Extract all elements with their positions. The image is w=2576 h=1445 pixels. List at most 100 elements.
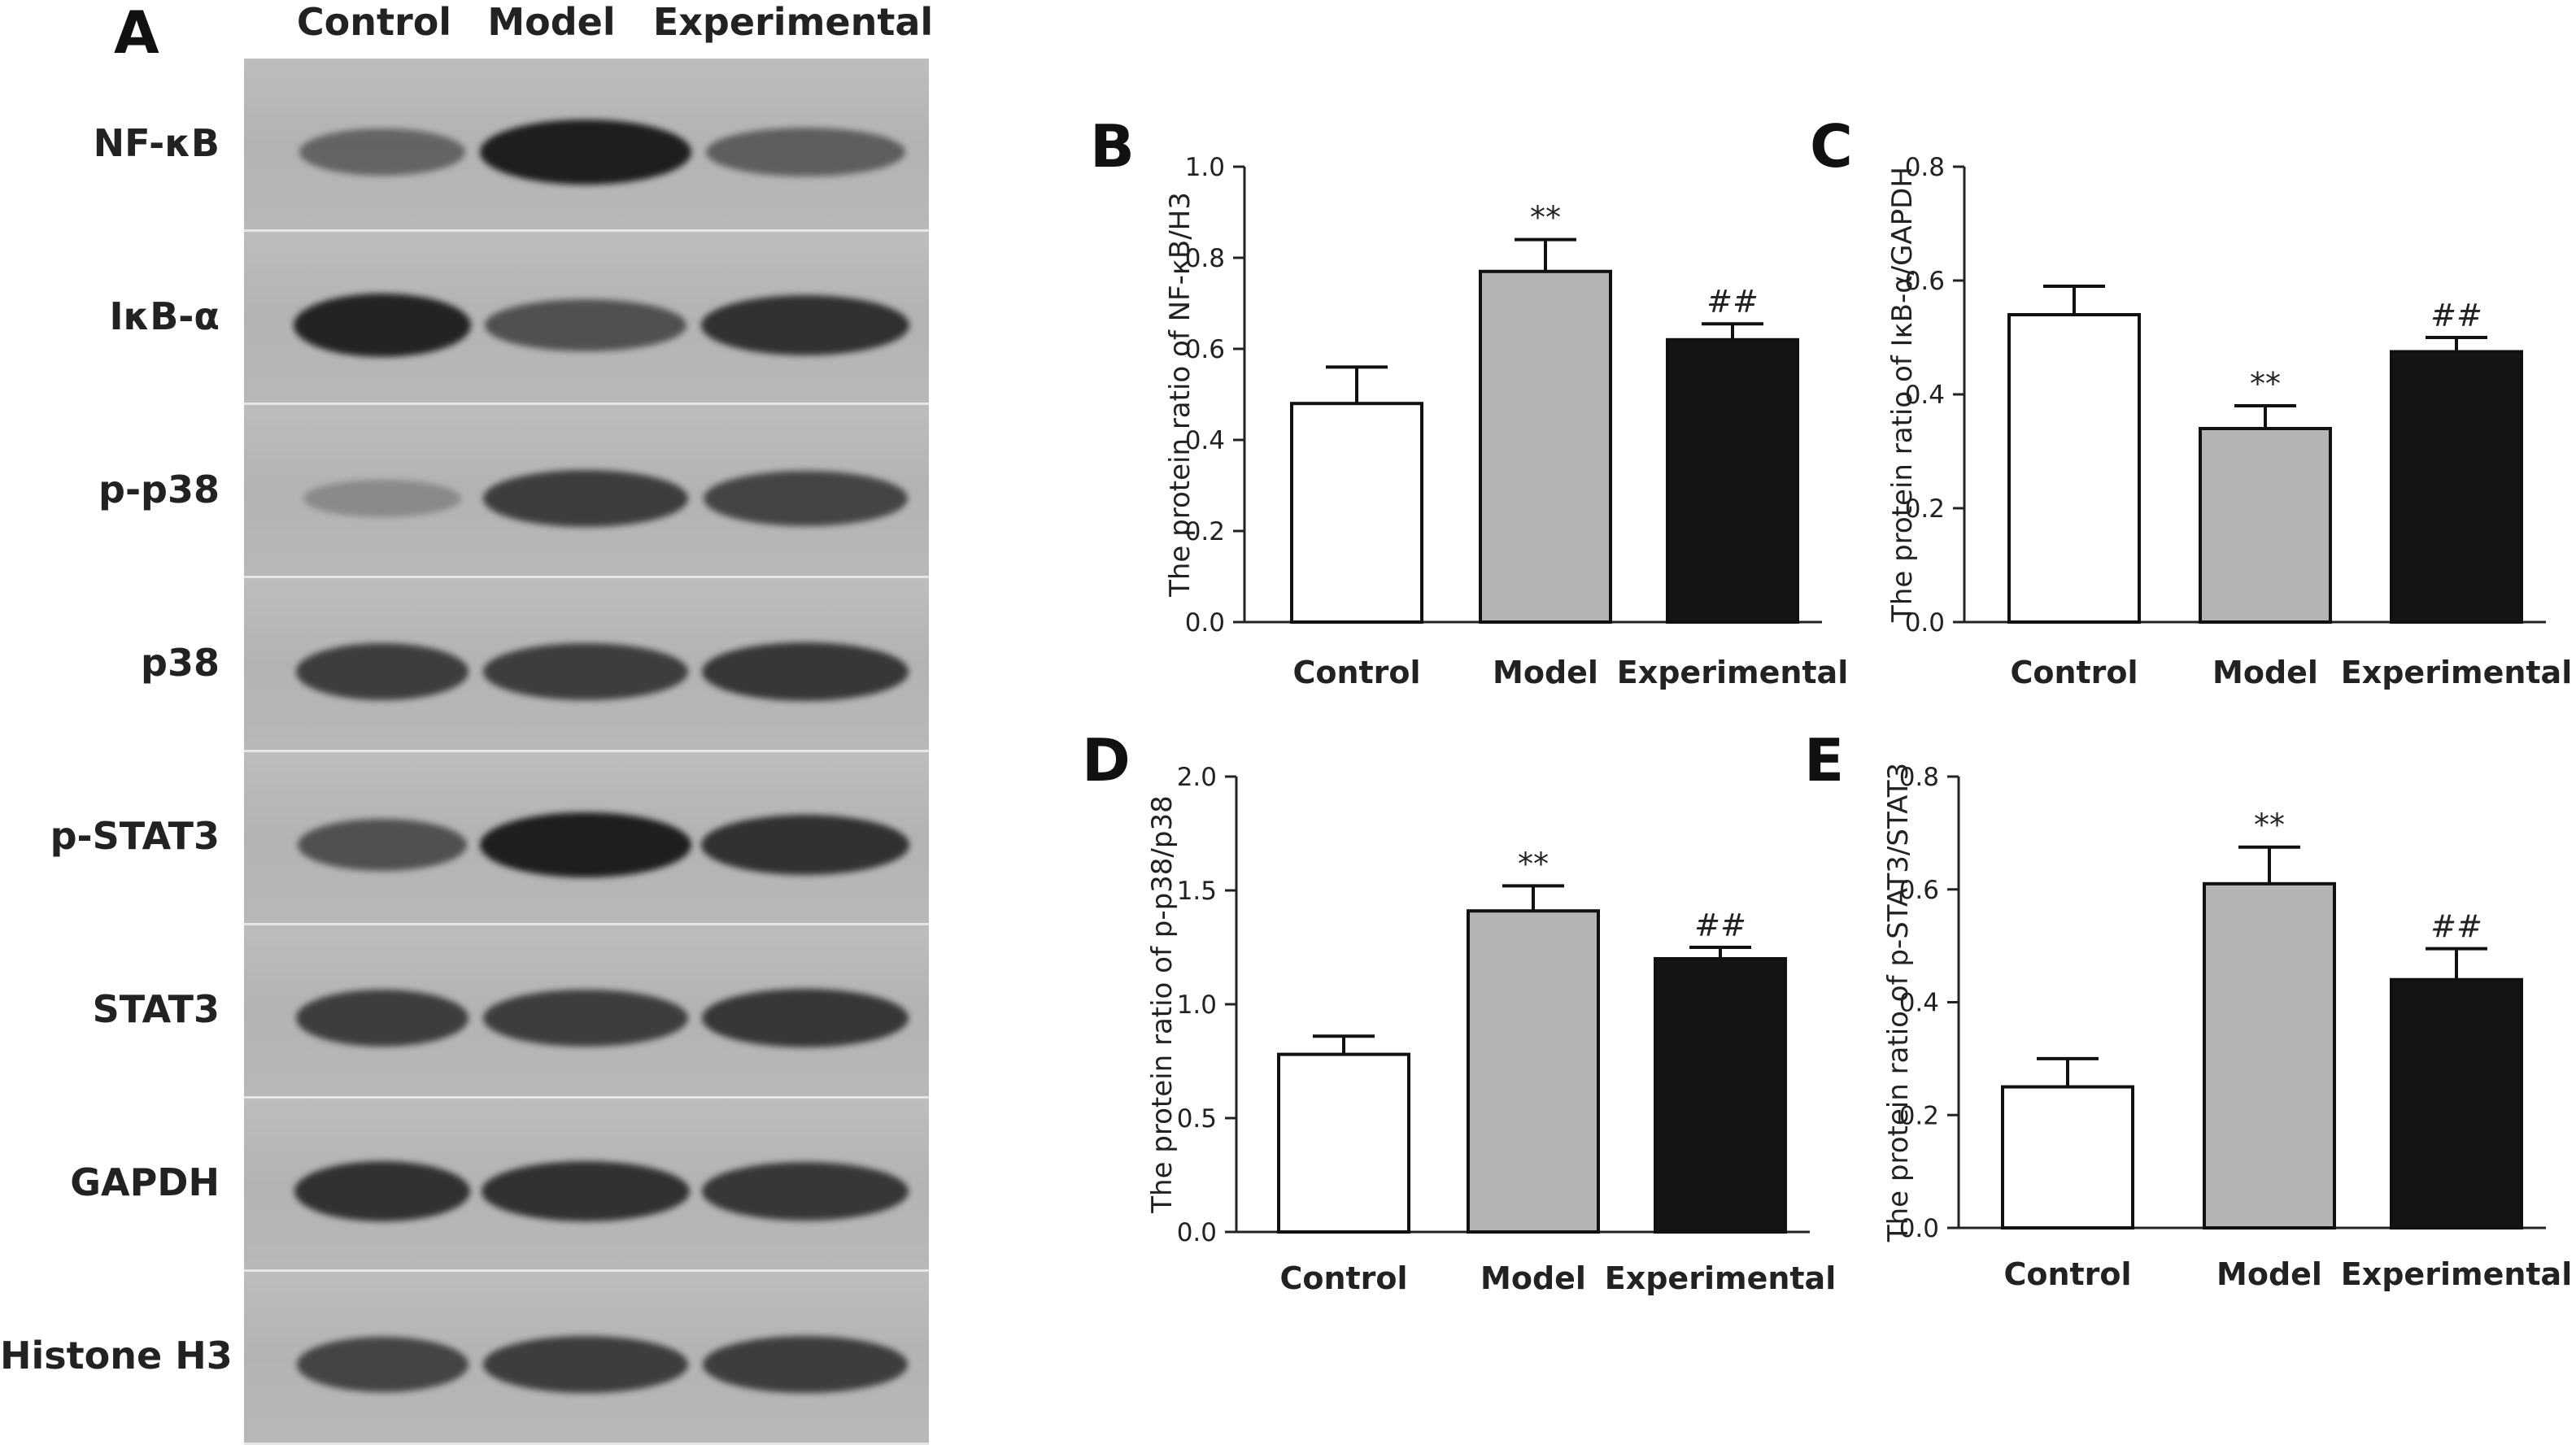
y-tick-label: 0.6 <box>1899 876 1939 905</box>
x-tick-label: Model <box>1480 1260 1586 1296</box>
x-tick-label: Model <box>2216 1256 2322 1292</box>
blot-row-label: NF-κB <box>93 120 220 165</box>
y-tick-label: 0.0 <box>1905 608 1945 638</box>
y-tick-label: 1.5 <box>1177 877 1217 906</box>
bar <box>1277 1052 1410 1234</box>
blot-band <box>705 127 905 176</box>
significance-label: ** <box>1518 846 1549 881</box>
blot-strip <box>244 925 929 1099</box>
blot-band <box>482 1161 690 1222</box>
blot-band <box>482 469 689 527</box>
y-tick-label: 0.6 <box>1905 267 1945 296</box>
bar <box>2203 881 2336 1230</box>
y-tick-label: 0.4 <box>1905 381 1945 410</box>
x-tick-label: Model <box>1493 655 1598 690</box>
blot-band <box>480 119 691 185</box>
bar <box>2007 313 2141 624</box>
blot-band <box>702 642 909 701</box>
x-tick-label: Control <box>1279 1260 1407 1296</box>
blot-strip <box>244 405 929 579</box>
blot-strip <box>244 1271 929 1445</box>
significance-label: ** <box>1530 200 1561 236</box>
bar <box>2001 1085 2134 1230</box>
blot-column-label-model: Model <box>487 0 616 44</box>
y-tick-label: 0.8 <box>1899 763 1939 792</box>
blot-band <box>702 1336 909 1394</box>
bar <box>1479 269 1612 624</box>
significance-label: ## <box>1706 284 1759 320</box>
blot-band <box>701 815 909 876</box>
y-tick-label: 0.5 <box>1177 1104 1217 1134</box>
y-tick-label: 0.6 <box>1185 335 1225 364</box>
blot-strip <box>244 232 929 406</box>
y-tick-label: 0.4 <box>1185 426 1225 455</box>
blot-band <box>299 128 465 176</box>
y-tick-label: 0.0 <box>1185 608 1225 638</box>
bar <box>1467 909 1600 1234</box>
blot-strip <box>244 1098 929 1272</box>
x-tick-label: Model <box>2212 655 2318 690</box>
y-axis-label: The protein ratio of p-p38/p38 <box>1146 795 1179 1214</box>
blot-band <box>298 819 467 872</box>
x-tick-label: Experimental <box>1617 655 1848 690</box>
significance-label: ## <box>2430 909 2482 945</box>
bar <box>2199 427 2332 624</box>
blot-band <box>702 989 909 1048</box>
blot-band <box>485 298 686 351</box>
chart-panel-letter: C <box>1810 112 1853 181</box>
bar <box>2390 350 2523 624</box>
y-tick-label: 0.8 <box>1185 244 1225 273</box>
y-tick-label: 2.0 <box>1177 763 1217 792</box>
western-blot-image <box>244 59 929 1445</box>
x-tick-label: Experimental <box>2341 655 2572 690</box>
y-tick-label: 0.0 <box>1177 1218 1217 1247</box>
y-tick-label: 1.0 <box>1177 990 1217 1020</box>
blot-column-label-experimental: Experimental <box>652 0 934 44</box>
y-tick-label: 1.0 <box>1185 153 1225 182</box>
blot-band <box>296 1337 469 1393</box>
blot-row-label: IκB-α <box>109 294 220 338</box>
blot-row-label: GAPDH <box>70 1160 220 1205</box>
blot-band <box>482 642 689 700</box>
significance-label: ## <box>2430 298 2482 333</box>
x-tick-label: Control <box>2003 1256 2131 1292</box>
blot-band <box>295 642 469 700</box>
significance-label: ## <box>1694 907 1746 943</box>
blot-band <box>701 294 909 355</box>
x-tick-label: Control <box>1292 655 1420 690</box>
y-axis-label: The protein ratio of IκB-α/GAPDH <box>1886 167 1919 623</box>
blot-band <box>295 990 469 1047</box>
x-tick-label: Control <box>2010 655 2138 690</box>
chart-panel-letter: D <box>1082 726 1131 794</box>
blot-row-label: p-p38 <box>98 467 220 511</box>
bar <box>1290 402 1423 624</box>
bar <box>2390 977 2523 1230</box>
y-tick-label: 0.0 <box>1899 1214 1939 1243</box>
blot-row-label: STAT3 <box>92 987 220 1032</box>
x-tick-label: Experimental <box>1605 1260 1836 1296</box>
chart-panel-letter: B <box>1090 112 1135 181</box>
blot-band <box>482 1336 689 1394</box>
blot-strip <box>244 751 929 925</box>
blot-band <box>303 479 462 517</box>
blot-band <box>702 1162 909 1221</box>
blot-strip <box>244 578 929 752</box>
y-axis-label: The protein ratio of NF-κB/H3 <box>1164 192 1196 598</box>
blot-row-label: p38 <box>141 640 220 685</box>
blot-band <box>480 812 691 878</box>
x-tick-label: Experimental <box>2341 1256 2572 1292</box>
y-tick-label: 0.2 <box>1899 1101 1939 1130</box>
blot-band <box>703 470 908 526</box>
blot-row-label: p-STAT3 <box>50 814 220 859</box>
blot-row-label: Histone H3 <box>0 1334 233 1378</box>
significance-label: ** <box>2250 366 2281 402</box>
panel-letter-a: A <box>114 0 159 67</box>
y-tick-label: 0.4 <box>1899 989 1939 1018</box>
y-tick-label: 0.2 <box>1905 494 1945 524</box>
blot-band <box>482 990 689 1047</box>
blot-band <box>293 293 472 357</box>
blot-strip <box>244 59 929 233</box>
chart-panel-letter: E <box>1804 726 1844 794</box>
y-tick-label: 0.8 <box>1905 153 1945 182</box>
